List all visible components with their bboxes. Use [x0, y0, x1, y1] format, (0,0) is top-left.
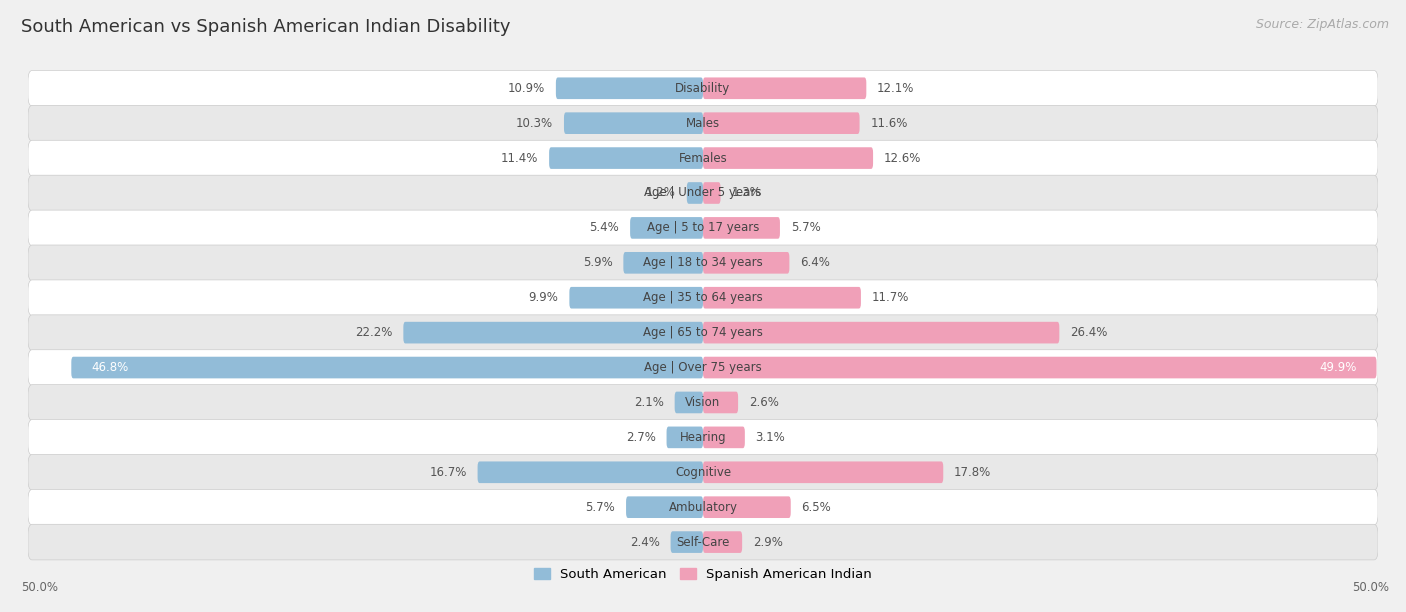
- Text: 6.4%: 6.4%: [800, 256, 830, 269]
- Text: 22.2%: 22.2%: [356, 326, 392, 339]
- Text: 5.7%: 5.7%: [790, 222, 821, 234]
- FancyBboxPatch shape: [28, 210, 1378, 245]
- FancyBboxPatch shape: [72, 357, 703, 378]
- Text: 50.0%: 50.0%: [1353, 581, 1389, 594]
- Text: 1.3%: 1.3%: [731, 187, 761, 200]
- FancyBboxPatch shape: [28, 455, 1378, 490]
- FancyBboxPatch shape: [28, 105, 1378, 141]
- FancyBboxPatch shape: [703, 252, 789, 274]
- Text: South American vs Spanish American Indian Disability: South American vs Spanish American India…: [21, 18, 510, 36]
- FancyBboxPatch shape: [28, 490, 1378, 525]
- Text: 5.7%: 5.7%: [585, 501, 616, 513]
- FancyBboxPatch shape: [28, 280, 1378, 316]
- FancyBboxPatch shape: [564, 113, 703, 134]
- Text: 10.3%: 10.3%: [516, 117, 553, 130]
- Text: Disability: Disability: [675, 82, 731, 95]
- Text: Age | 5 to 17 years: Age | 5 to 17 years: [647, 222, 759, 234]
- Text: Age | Over 75 years: Age | Over 75 years: [644, 361, 762, 374]
- Text: 3.1%: 3.1%: [755, 431, 786, 444]
- FancyBboxPatch shape: [703, 531, 742, 553]
- FancyBboxPatch shape: [703, 496, 790, 518]
- Text: Age | 65 to 74 years: Age | 65 to 74 years: [643, 326, 763, 339]
- FancyBboxPatch shape: [28, 70, 1378, 106]
- FancyBboxPatch shape: [703, 357, 1376, 378]
- Text: 2.4%: 2.4%: [630, 536, 659, 548]
- Text: Age | 35 to 64 years: Age | 35 to 64 years: [643, 291, 763, 304]
- FancyBboxPatch shape: [623, 252, 703, 274]
- FancyBboxPatch shape: [666, 427, 703, 448]
- Legend: South American, Spanish American Indian: South American, Spanish American Indian: [529, 562, 877, 586]
- FancyBboxPatch shape: [703, 287, 860, 308]
- FancyBboxPatch shape: [28, 140, 1378, 176]
- Text: 46.8%: 46.8%: [91, 361, 129, 374]
- FancyBboxPatch shape: [28, 245, 1378, 281]
- FancyBboxPatch shape: [675, 392, 703, 413]
- FancyBboxPatch shape: [550, 147, 703, 169]
- Text: Vision: Vision: [685, 396, 721, 409]
- FancyBboxPatch shape: [703, 182, 720, 204]
- FancyBboxPatch shape: [478, 461, 703, 483]
- FancyBboxPatch shape: [703, 427, 745, 448]
- Text: 5.4%: 5.4%: [589, 222, 619, 234]
- Text: 26.4%: 26.4%: [1070, 326, 1108, 339]
- FancyBboxPatch shape: [555, 78, 703, 99]
- Text: 12.6%: 12.6%: [884, 152, 921, 165]
- FancyBboxPatch shape: [28, 349, 1378, 386]
- FancyBboxPatch shape: [28, 524, 1378, 560]
- FancyBboxPatch shape: [686, 182, 703, 204]
- Text: 12.1%: 12.1%: [877, 82, 914, 95]
- FancyBboxPatch shape: [703, 147, 873, 169]
- Text: 49.9%: 49.9%: [1319, 361, 1357, 374]
- Text: Ambulatory: Ambulatory: [668, 501, 738, 513]
- FancyBboxPatch shape: [703, 78, 866, 99]
- FancyBboxPatch shape: [28, 175, 1378, 211]
- FancyBboxPatch shape: [28, 420, 1378, 455]
- FancyBboxPatch shape: [703, 113, 859, 134]
- Text: Source: ZipAtlas.com: Source: ZipAtlas.com: [1256, 18, 1389, 31]
- Text: 2.9%: 2.9%: [754, 536, 783, 548]
- Text: 17.8%: 17.8%: [955, 466, 991, 479]
- FancyBboxPatch shape: [630, 217, 703, 239]
- FancyBboxPatch shape: [569, 287, 703, 308]
- FancyBboxPatch shape: [703, 217, 780, 239]
- Text: 10.9%: 10.9%: [508, 82, 546, 95]
- Text: Hearing: Hearing: [679, 431, 727, 444]
- Text: Females: Females: [679, 152, 727, 165]
- Text: 2.6%: 2.6%: [749, 396, 779, 409]
- Text: 1.2%: 1.2%: [647, 187, 676, 200]
- FancyBboxPatch shape: [703, 392, 738, 413]
- Text: 11.6%: 11.6%: [870, 117, 908, 130]
- Text: Age | Under 5 years: Age | Under 5 years: [644, 187, 762, 200]
- Text: 16.7%: 16.7%: [429, 466, 467, 479]
- Text: 6.5%: 6.5%: [801, 501, 831, 513]
- Text: Self-Care: Self-Care: [676, 536, 730, 548]
- FancyBboxPatch shape: [28, 315, 1378, 351]
- FancyBboxPatch shape: [28, 385, 1378, 420]
- Text: 9.9%: 9.9%: [529, 291, 558, 304]
- FancyBboxPatch shape: [703, 461, 943, 483]
- Text: 2.7%: 2.7%: [626, 431, 655, 444]
- Text: 11.7%: 11.7%: [872, 291, 910, 304]
- Text: 50.0%: 50.0%: [21, 581, 58, 594]
- FancyBboxPatch shape: [404, 322, 703, 343]
- Text: Age | 18 to 34 years: Age | 18 to 34 years: [643, 256, 763, 269]
- FancyBboxPatch shape: [671, 531, 703, 553]
- Text: 5.9%: 5.9%: [583, 256, 613, 269]
- FancyBboxPatch shape: [626, 496, 703, 518]
- FancyBboxPatch shape: [703, 322, 1059, 343]
- Text: Males: Males: [686, 117, 720, 130]
- Text: 2.1%: 2.1%: [634, 396, 664, 409]
- Text: Cognitive: Cognitive: [675, 466, 731, 479]
- Text: 11.4%: 11.4%: [501, 152, 538, 165]
